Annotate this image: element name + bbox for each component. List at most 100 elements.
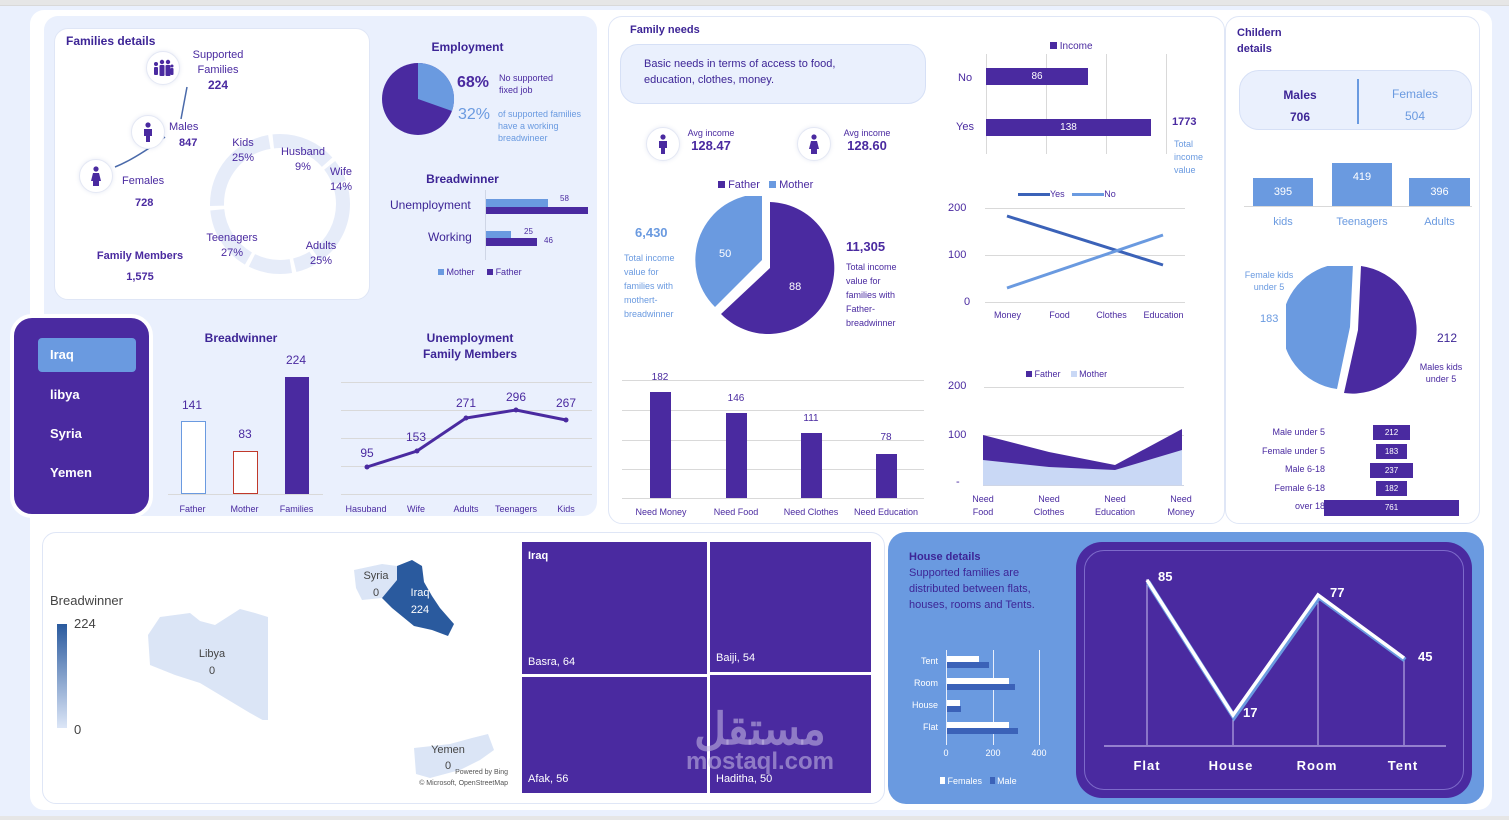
col-father-bar	[181, 421, 206, 494]
country-button-libya[interactable]: libya	[50, 387, 80, 402]
father-total-text-2: value for	[846, 276, 881, 286]
bar-working-father	[486, 238, 537, 246]
dashboard-frame: Families details Supported Families 224 …	[10, 10, 1492, 810]
area-ytick-100: 100	[948, 429, 967, 441]
female-icon	[79, 159, 113, 193]
donut-husband-label: Husband	[280, 146, 326, 158]
family-members-label: Family Members	[96, 250, 184, 262]
donut-kids-pct: 25%	[231, 152, 255, 164]
employment-no-job-pct: 68%	[457, 74, 490, 91]
income-pie	[695, 196, 835, 334]
line-kids-value: 267	[555, 396, 577, 410]
pie-legend: Father Mother	[718, 179, 813, 191]
age-bars-axis	[1244, 206, 1472, 207]
avg-income-mother-value: 128.60	[847, 138, 887, 153]
mother-total-text-5: breadwinner	[624, 309, 674, 319]
mother-total-income: 6,430	[635, 225, 668, 240]
donut-wife-pct: 14%	[329, 181, 353, 193]
line-cat-hasuband: Hasuband	[345, 504, 387, 514]
age-bar-kids: 395	[1253, 178, 1313, 206]
line-wife-value: 153	[405, 430, 427, 444]
area-cat-1-line2: Food	[972, 507, 994, 517]
house-xtick-200: 200	[985, 748, 1001, 758]
area-legend-mother: Mother	[1079, 369, 1108, 379]
bar-unemployment-mother	[486, 199, 548, 207]
country-button-iraq[interactable]: Iraq	[38, 338, 136, 372]
map-legend-title: Breadwinner	[50, 593, 123, 608]
gridline	[622, 440, 924, 441]
treemap-cell-haditha[interactable]: Haditha, 50	[710, 675, 871, 793]
gridline	[993, 650, 994, 745]
country-button-yemen[interactable]: Yemen	[50, 465, 92, 480]
pie-legend-father: Father	[728, 179, 760, 191]
mother-total-text-3: families with	[624, 281, 674, 291]
map-yemen[interactable]	[410, 730, 500, 785]
age-cat-teenagers: Teenagers	[1336, 216, 1388, 228]
families-details-title: Families details	[66, 34, 156, 48]
treemap-cell-baiji[interactable]: Baiji, 54	[710, 542, 871, 672]
col-families-label: Families	[279, 504, 314, 514]
unemployment-title-1: Unemployment	[426, 331, 514, 345]
treemap-cell-afak[interactable]: Afak, 56	[522, 677, 707, 793]
area-ytick-200: 200	[948, 380, 967, 392]
col-mother-bar	[233, 451, 258, 494]
family-members-value: 1,575	[126, 271, 154, 283]
gridline	[341, 382, 592, 383]
bar-unemployment-father	[486, 207, 588, 214]
father-total-text-4: Father-	[846, 304, 876, 314]
area-legend-father-swatch	[1026, 371, 1032, 377]
children-males-value: 706	[1289, 110, 1311, 124]
employment-pie	[382, 62, 455, 135]
income-cat-yes: Yes	[956, 121, 974, 133]
donut-teenagers-label: Teenagers	[206, 232, 258, 244]
columns-axis	[168, 494, 323, 495]
gridline	[985, 302, 1185, 303]
gridline	[986, 54, 987, 154]
children-gender-box: Males 706 Females 504	[1239, 70, 1472, 130]
donut-husband-pct: 9%	[295, 161, 311, 173]
window-bottom-bar	[0, 816, 1509, 820]
map-libya[interactable]	[140, 595, 275, 720]
house-cat-tent: Tent	[920, 656, 938, 666]
working-text-2: have a working	[498, 121, 559, 131]
line-adults-value: 271	[455, 396, 477, 410]
country-button-syria[interactable]: Syria	[50, 426, 82, 441]
yesno-cat-food: Food	[1049, 310, 1070, 320]
line-teenagers-value: 296	[505, 390, 527, 404]
map-syria-value: 0	[372, 587, 380, 599]
legend-mother-label: Mother	[446, 267, 475, 277]
house-xtick-400: 400	[1031, 748, 1047, 758]
house-details-text-1: Supported families are	[909, 567, 1020, 579]
no-job-text-1: No supported	[499, 73, 554, 83]
country-slicer: Iraq libya Syria Yemen	[10, 314, 153, 518]
need-clothes-label: Need Clothes	[783, 507, 839, 517]
line-cat-kids: Kids	[557, 504, 575, 514]
house-bar-flat-male	[947, 728, 1018, 734]
area-axis	[983, 485, 1184, 486]
area-cat-2-line1: Need	[1038, 494, 1060, 504]
pie-legend-mother-swatch	[769, 181, 777, 188]
house-line-cat-flat: Flat	[1133, 758, 1161, 773]
need-food-bar	[726, 413, 747, 498]
treemap-label-basra: Basra, 64	[528, 656, 576, 668]
donut-adults-pct: 25%	[309, 255, 333, 267]
col-mother-value: 83	[238, 427, 252, 441]
avg-income-father-value: 128.47	[691, 138, 731, 153]
gridline	[985, 208, 1185, 209]
house-line-value-flat: 85	[1158, 569, 1173, 584]
legend-father-label: Father	[495, 267, 522, 277]
house-legend-male: Male	[997, 776, 1017, 786]
house-line-chart-card	[1076, 542, 1472, 798]
funnel-bar-0: 212	[1373, 425, 1410, 440]
mother-total-text-1: Total income	[624, 253, 675, 263]
treemap-cell-basra[interactable]: Iraq Basra, 64	[522, 542, 707, 674]
father-total-text-5: breadwinner	[846, 318, 896, 328]
map-syria-iraq[interactable]	[352, 558, 462, 648]
breadwinner-columns-title: Breadwinner	[204, 331, 278, 345]
supported-families-label-2: Families	[197, 64, 239, 76]
line-cat-teenagers: Teenagers	[494, 504, 538, 514]
income-legend: Income	[1050, 41, 1093, 52]
males-label: Males	[169, 121, 199, 133]
females-label: Females	[122, 175, 165, 187]
yes-legend-swatch	[1018, 193, 1050, 197]
